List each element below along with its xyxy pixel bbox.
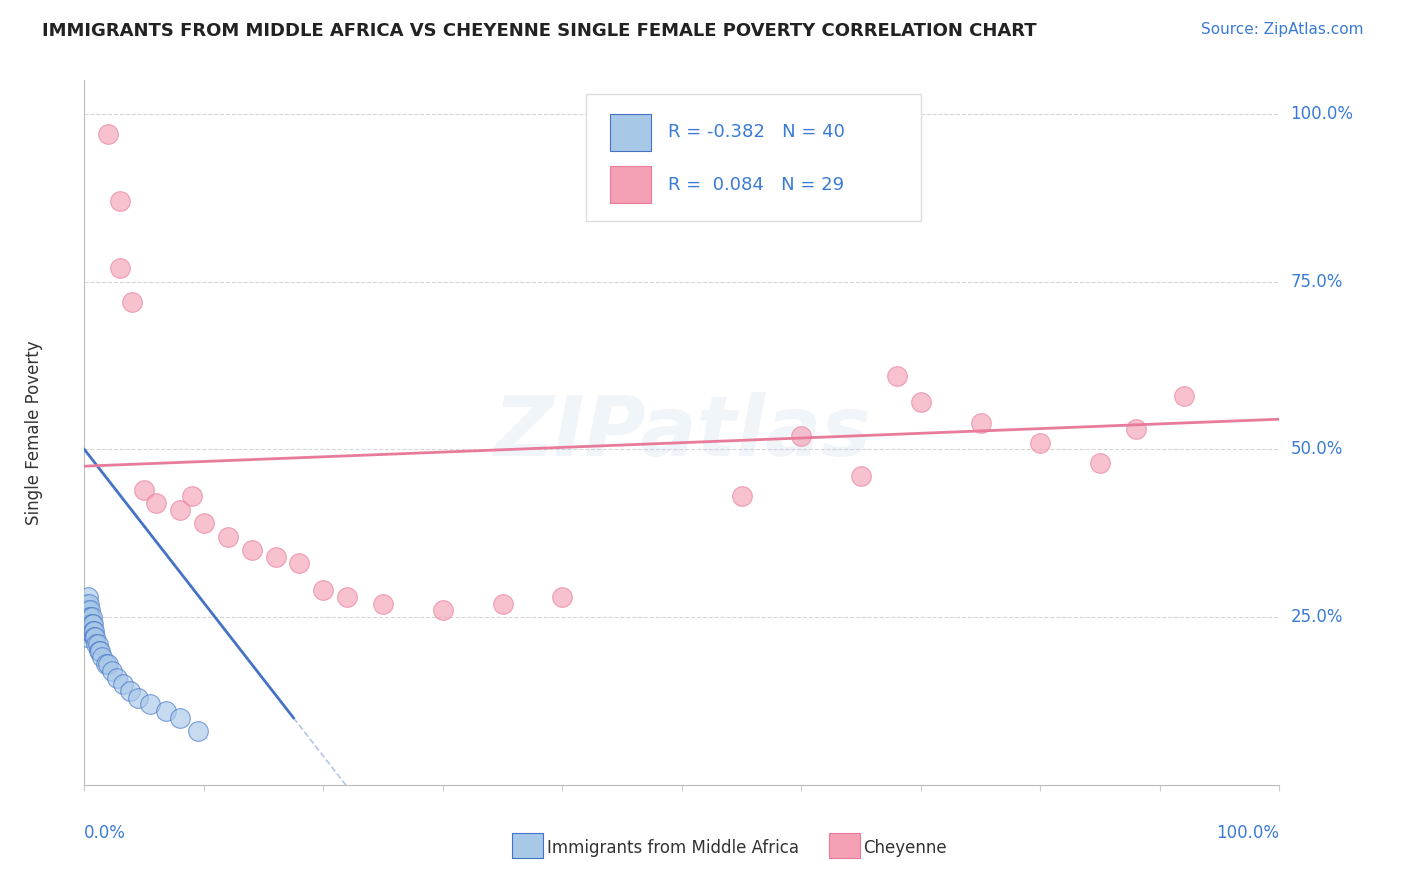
Point	[336, 590, 359, 604]
Point	[731, 489, 754, 503]
Point	[169, 711, 191, 725]
Point	[181, 489, 204, 503]
Point	[83, 630, 105, 644]
Point	[77, 616, 100, 631]
Point	[264, 549, 287, 564]
Point	[79, 603, 101, 617]
Point	[1029, 435, 1052, 450]
FancyBboxPatch shape	[610, 114, 651, 151]
Text: 100.0%: 100.0%	[1216, 824, 1279, 842]
Text: 25.0%: 25.0%	[1291, 608, 1343, 626]
Point	[76, 624, 98, 638]
Point	[77, 590, 100, 604]
Text: Immigrants from Middle Africa: Immigrants from Middle Africa	[547, 839, 799, 857]
Point	[89, 644, 111, 658]
Point	[187, 724, 209, 739]
Point	[77, 610, 100, 624]
Point	[79, 616, 101, 631]
Point	[101, 664, 124, 678]
Point	[139, 698, 162, 712]
Point	[76, 603, 98, 617]
Text: 0.0%: 0.0%	[84, 824, 127, 842]
Point	[77, 603, 100, 617]
Point	[77, 616, 100, 631]
Point	[169, 503, 191, 517]
Point	[492, 597, 515, 611]
Point	[132, 483, 156, 497]
Point	[91, 650, 114, 665]
Point	[80, 610, 103, 624]
Text: Source: ZipAtlas.com: Source: ZipAtlas.com	[1201, 22, 1364, 37]
Point	[910, 395, 932, 409]
Point	[373, 597, 395, 611]
Point	[240, 543, 263, 558]
Point	[121, 294, 143, 309]
FancyBboxPatch shape	[586, 95, 921, 221]
Point	[82, 624, 104, 638]
Point	[86, 637, 108, 651]
Text: Single Female Poverty: Single Female Poverty	[24, 341, 42, 524]
Text: R = -0.382   N = 40: R = -0.382 N = 40	[668, 123, 845, 142]
Point	[851, 469, 873, 483]
Point	[75, 616, 97, 631]
Point	[80, 616, 103, 631]
Point	[312, 583, 335, 598]
Point	[288, 557, 311, 571]
Point	[1125, 422, 1147, 436]
Point	[790, 429, 813, 443]
Point	[83, 624, 105, 638]
Point	[76, 630, 98, 644]
FancyBboxPatch shape	[830, 833, 860, 858]
Point	[155, 704, 177, 718]
Point	[105, 671, 128, 685]
Point	[77, 624, 100, 638]
Point	[82, 616, 104, 631]
Text: 50.0%: 50.0%	[1291, 441, 1343, 458]
Point	[145, 496, 167, 510]
Point	[110, 194, 132, 208]
Point	[86, 637, 108, 651]
Point	[97, 127, 120, 141]
Point	[97, 657, 120, 672]
Point	[79, 624, 101, 638]
Point	[87, 644, 110, 658]
Point	[77, 610, 100, 624]
Text: Cheyenne: Cheyenne	[863, 839, 948, 857]
Point	[217, 530, 239, 544]
FancyBboxPatch shape	[610, 166, 651, 202]
Text: ZIPatlas: ZIPatlas	[494, 392, 870, 473]
Point	[432, 603, 454, 617]
Point	[118, 684, 141, 698]
Point	[551, 590, 574, 604]
Point	[110, 261, 132, 276]
Point	[970, 416, 993, 430]
Text: IMMIGRANTS FROM MIDDLE AFRICA VS CHEYENNE SINGLE FEMALE POVERTY CORRELATION CHAR: IMMIGRANTS FROM MIDDLE AFRICA VS CHEYENN…	[42, 22, 1036, 40]
Text: R =  0.084   N = 29: R = 0.084 N = 29	[668, 176, 844, 194]
Text: 75.0%: 75.0%	[1291, 273, 1343, 291]
Point	[84, 630, 107, 644]
Point	[79, 610, 101, 624]
Point	[77, 597, 100, 611]
Text: 100.0%: 100.0%	[1291, 105, 1354, 123]
Point	[886, 368, 908, 383]
Point	[1173, 389, 1195, 403]
Point	[193, 516, 215, 531]
Point	[127, 690, 149, 705]
Point	[75, 597, 97, 611]
Point	[94, 657, 117, 672]
FancyBboxPatch shape	[512, 833, 543, 858]
Point	[1090, 456, 1112, 470]
Point	[111, 677, 134, 691]
